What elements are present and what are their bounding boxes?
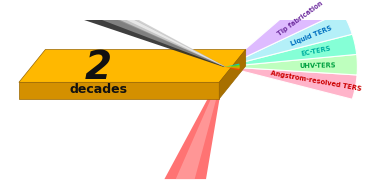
Text: decades: decades bbox=[69, 83, 127, 96]
Text: Tip fabrication: Tip fabrication bbox=[276, 0, 324, 37]
Polygon shape bbox=[229, 54, 357, 75]
Polygon shape bbox=[228, 0, 342, 65]
Text: EC-TERS: EC-TERS bbox=[301, 45, 332, 57]
Polygon shape bbox=[31, 0, 225, 67]
Text: Liquid TERS: Liquid TERS bbox=[290, 25, 332, 47]
Polygon shape bbox=[219, 49, 246, 99]
Polygon shape bbox=[176, 67, 225, 179]
Polygon shape bbox=[225, 66, 240, 68]
Text: UHV-TERS: UHV-TERS bbox=[299, 62, 336, 69]
Polygon shape bbox=[15, 0, 225, 67]
Polygon shape bbox=[225, 67, 239, 70]
Polygon shape bbox=[228, 67, 357, 99]
Polygon shape bbox=[19, 82, 219, 99]
Polygon shape bbox=[37, 0, 225, 67]
Text: 2: 2 bbox=[85, 49, 112, 86]
Polygon shape bbox=[228, 11, 352, 66]
Polygon shape bbox=[225, 67, 240, 69]
Polygon shape bbox=[164, 67, 225, 179]
Polygon shape bbox=[225, 65, 240, 67]
Text: Angstrom-resolved TERS: Angstrom-resolved TERS bbox=[270, 70, 362, 92]
Polygon shape bbox=[19, 49, 246, 82]
Polygon shape bbox=[228, 34, 357, 66]
Polygon shape bbox=[225, 63, 240, 67]
Polygon shape bbox=[3, 0, 225, 67]
